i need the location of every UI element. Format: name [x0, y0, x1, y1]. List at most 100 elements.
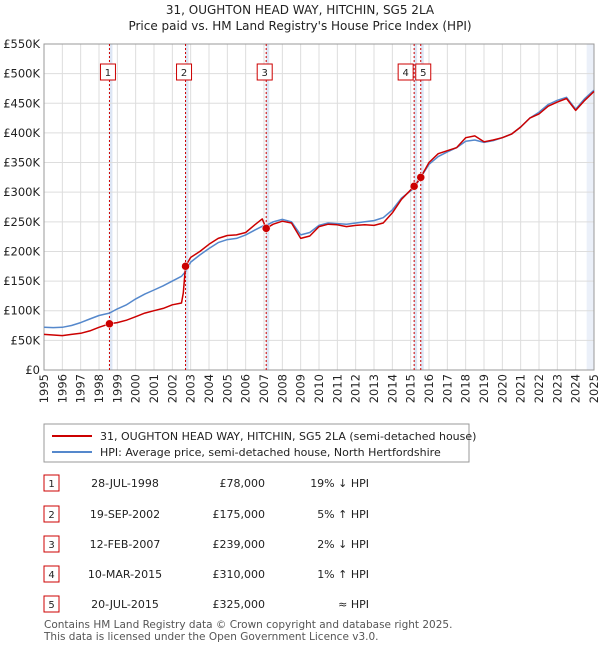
y-tick-label: £500K: [3, 67, 40, 81]
x-tick-label: 1995: [37, 374, 51, 403]
x-tick-label: 2019: [477, 374, 491, 403]
table-row-num: 1: [48, 479, 54, 490]
sale-band-5: [420, 44, 424, 370]
table-row-hpi: 19% ↓ HPI: [310, 477, 369, 490]
legend-box: [43, 423, 470, 463]
sale-marker-label-1: 1: [105, 68, 111, 79]
sale-marker-box-4: [397, 63, 414, 81]
x-tick-label: 2018: [459, 374, 473, 403]
x-tick-label: 2007: [257, 374, 271, 403]
x-tick-label: 2024: [569, 374, 583, 403]
x-tick-label: 2013: [367, 374, 381, 403]
sale-band-4: [414, 44, 418, 370]
table-row-hpi: 5% ↑ HPI: [317, 508, 369, 521]
x-tick-label: 2000: [129, 374, 143, 403]
y-tick-label: £150K: [3, 274, 40, 288]
sale-marker-label-5: 5: [420, 68, 426, 79]
sale-marker-box-1: [99, 63, 116, 81]
sale-point-3: [261, 224, 271, 233]
table-row-hpi: 1% ↑ HPI: [317, 568, 369, 581]
property-price-line: [43, 90, 595, 337]
y-tick-label: £450K: [3, 96, 40, 110]
y-tick-label: £250K: [3, 215, 40, 229]
sale-marker-box-3: [256, 63, 273, 81]
sale-marker-label-2: 2: [181, 68, 187, 79]
table-row-date: 20-JUL-2015: [91, 598, 159, 611]
x-tick-label: 2001: [147, 374, 161, 403]
future-band: [586, 44, 594, 370]
sale-point-5: [416, 173, 425, 182]
table-row-date: 28-JUL-1998: [91, 477, 159, 490]
x-tick-label: 2015: [404, 374, 418, 403]
footer-copyright: Contains HM Land Registry data © Crown c…: [44, 619, 452, 631]
sale-band-2: [185, 44, 189, 370]
plot-area: £0 £50K £100K £150K £200K £250K £300K £350K £400…: [3, 37, 600, 403]
x-tick-label: 2010: [312, 374, 326, 403]
sale-marker-label-4: 4: [402, 68, 408, 79]
legend: 31, OUGHTON HEAD WAY, HITCHIN, SG5 2LA (…: [43, 423, 476, 463]
x-tick-label: 1999: [110, 374, 124, 403]
legend-label-hpi: HPI: Average price, semi-detached house,…: [100, 446, 441, 459]
table-row-price: £325,000: [213, 598, 266, 611]
table-row-num: 3: [48, 540, 54, 551]
table-row-marker-box: [43, 505, 60, 523]
footer-license: This data is licensed under the Open Gov…: [43, 631, 379, 643]
chart-subtitle: Price paid vs. HM Land Registry's House …: [128, 19, 471, 33]
chart-title: 31, OUGHTON HEAD WAY, HITCHIN, SG5 2LA: [166, 3, 435, 17]
sale-marker-box-2: [176, 63, 193, 81]
sale-band-1: [109, 44, 113, 370]
table-row-marker-box: [43, 474, 60, 492]
table-row-marker-box: [43, 535, 60, 553]
sales-table: 1 28-JUL-1998 £78,000 19% ↓ HPI 2 19-SEP-2002…: [43, 474, 369, 613]
sale-band-3: [266, 44, 270, 370]
y-tick-label: £300K: [3, 185, 40, 199]
x-tick-label: 2004: [202, 374, 216, 403]
y-tick-label: £200K: [3, 244, 40, 258]
table-row-price: £78,000: [220, 477, 266, 490]
x-tick-label: 1996: [55, 374, 69, 403]
x-tick-label: 2003: [184, 374, 198, 403]
table-row-price: £310,000: [213, 568, 266, 581]
y-tick-label: £0: [25, 363, 40, 377]
table-row-date: 12-FEB-2007: [90, 538, 161, 551]
table-row-num: 2: [48, 510, 54, 521]
table-row-marker-box: [43, 565, 60, 583]
x-tick-label: 2023: [550, 374, 564, 403]
x-tick-label: 2006: [239, 374, 253, 403]
x-tick-label: 2009: [294, 374, 308, 403]
y-tick-label: £100K: [3, 304, 40, 318]
y-tick-label: £400K: [3, 126, 40, 140]
x-tick-label: 2014: [385, 374, 399, 403]
y-tick-label: £350K: [3, 156, 40, 170]
x-tick-label: 2016: [422, 374, 436, 403]
x-tick-label: 2022: [532, 374, 546, 403]
sale-point-1: [105, 319, 114, 329]
table-row-hpi: 2% ↓ HPI: [317, 538, 369, 551]
table-row-hpi: ≈ HPI: [338, 598, 369, 611]
y-tick-label: £550K: [3, 37, 40, 51]
table-row-date: 19-SEP-2002: [90, 508, 160, 521]
x-tick-label: 2008: [275, 374, 289, 403]
x-tick-label: 1997: [74, 374, 88, 403]
x-tick-label: 2012: [349, 374, 363, 403]
x-tick-label: 2005: [220, 374, 234, 403]
x-tick-label: 2011: [330, 374, 344, 403]
sale-point-4: [409, 182, 419, 191]
sale-marker-box-5: [415, 63, 432, 81]
x-tick-label: 2025: [587, 374, 600, 403]
table-row-date: 10-MAR-2015: [88, 568, 162, 581]
table-row-num: 5: [48, 600, 54, 611]
x-tick-label: 2002: [165, 374, 179, 403]
legend-label-property: 31, OUGHTON HEAD WAY, HITCHIN, SG5 2LA (…: [100, 430, 476, 443]
plot-frame: [43, 43, 595, 371]
x-tick-label: 2020: [495, 374, 509, 403]
x-tick-label: 2017: [440, 374, 454, 403]
table-row-num: 4: [48, 570, 54, 581]
y-tick-label: £50K: [11, 333, 41, 347]
x-tick-label: 1998: [92, 374, 106, 403]
sale-marker-label-3: 3: [262, 68, 268, 79]
table-row-price: £239,000: [213, 538, 266, 551]
sale-point-2: [181, 262, 190, 271]
table-row-marker-box: [43, 595, 60, 613]
